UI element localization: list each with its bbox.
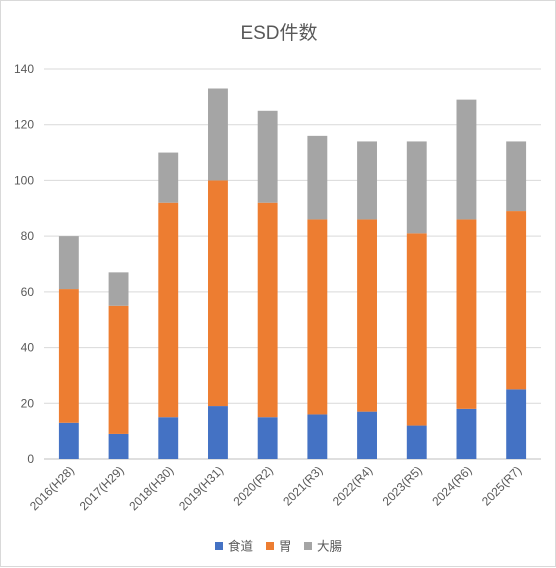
bar-segment-1-2 [158, 202, 179, 418]
x-tick-label: 2019(H31) [176, 463, 226, 513]
bar-segment-0-7 [406, 425, 427, 459]
y-tick-label: 120 [14, 118, 34, 132]
chart-title: ESD件数 [240, 22, 317, 44]
bar-segment-1-4 [257, 202, 278, 418]
x-tick-label: 2017(H29) [77, 463, 127, 513]
legend-swatch-0 [215, 542, 223, 550]
x-tick-label: 2020(R2) [230, 463, 275, 508]
bar-segment-1-5 [307, 219, 328, 415]
bar-segment-0-6 [357, 411, 377, 459]
bar-segment-0-9 [506, 389, 527, 459]
bar-segment-2-3 [208, 88, 228, 181]
y-tick-label: 40 [21, 341, 35, 355]
y-tick-label: 60 [21, 285, 35, 299]
bar-segment-1-6 [357, 219, 377, 412]
y-tick-label: 140 [14, 62, 34, 76]
bar-segment-2-9 [506, 141, 527, 212]
bar-segment-2-2 [158, 152, 179, 203]
bar-segment-1-7 [406, 233, 427, 426]
bar-segment-0-5 [307, 414, 328, 459]
x-tick-label: 2022(R4) [330, 463, 375, 508]
bar-segment-1-8 [456, 219, 477, 409]
bar-segment-1-3 [208, 180, 228, 407]
legend-label-2: 大腸 [317, 540, 343, 554]
legend-swatch-1 [266, 542, 274, 550]
legend-label-1: 胃 [279, 540, 292, 554]
y-tick-label: 100 [14, 173, 34, 187]
bar-segment-0-1 [108, 433, 129, 459]
bar-segment-2-8 [456, 99, 477, 220]
y-tick-label: 20 [21, 396, 35, 410]
x-tick-label: 2016(H28) [27, 463, 77, 513]
bar-segment-2-0 [58, 236, 79, 290]
x-tick-label: 2018(H30) [126, 463, 176, 513]
bar-segment-0-0 [58, 422, 79, 459]
bar-segment-2-5 [307, 135, 328, 220]
y-axis-tick-labels: 0 20 40 60 80 100 120 140 [14, 62, 34, 466]
bar-segment-1-9 [506, 211, 527, 390]
x-tick-label: 2024(R6) [429, 463, 474, 508]
legend: 食道 胃 大腸 [215, 539, 343, 554]
bar-segment-2-7 [406, 141, 427, 234]
bar-segment-1-1 [108, 305, 129, 434]
bar-segment-0-4 [257, 417, 278, 459]
y-tick-label: 0 [27, 452, 34, 466]
bars [58, 88, 527, 459]
x-tick-label: 2023(R5) [380, 463, 425, 508]
bar-segment-2-1 [108, 272, 129, 306]
bar-segment-0-3 [208, 406, 228, 459]
x-tick-label: 2021(R3) [280, 463, 325, 508]
bar-segment-1-0 [58, 289, 79, 423]
legend-label-0: 食道 [228, 539, 254, 554]
x-tick-label: 2025(R7) [479, 463, 524, 508]
bar-segment-0-2 [158, 417, 179, 459]
legend-swatch-2 [304, 542, 312, 550]
x-axis-tick-labels: 2016(H28) 2017(H29) 2018(H30) 2019(H31) 2020… [27, 463, 524, 513]
bar-segment-2-6 [357, 141, 377, 220]
bar-segment-0-8 [456, 408, 477, 459]
bar-segment-2-4 [257, 110, 278, 203]
y-tick-label: 80 [21, 229, 35, 243]
